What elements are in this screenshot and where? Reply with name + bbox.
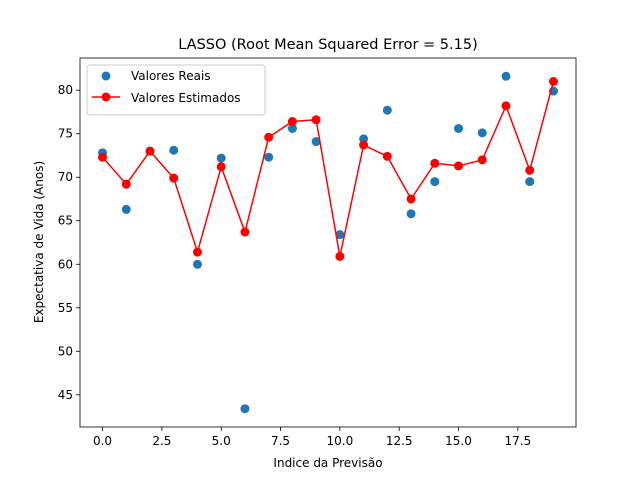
real-value-point <box>240 404 250 414</box>
y-axis-label: Expectativa de Vida (Anos) <box>32 161 46 323</box>
y-tick-label: 65 <box>58 214 73 228</box>
estimated-value-point <box>240 227 250 237</box>
estimated-value-point <box>525 165 535 175</box>
legend-box <box>86 64 266 116</box>
estimated-value-point <box>548 76 558 86</box>
real-value-point <box>501 71 511 81</box>
estimated-value-point <box>501 101 511 111</box>
x-tick-label: 17.5 <box>504 434 531 448</box>
estimated-value-point <box>98 152 108 162</box>
real-value-point <box>430 177 440 187</box>
x-axis-label: Indice da Previsão <box>273 456 382 470</box>
real-value-point <box>192 259 202 269</box>
y-tick-label: 70 <box>58 170 73 184</box>
y-tick-label: 45 <box>58 388 73 402</box>
legend-marker-real <box>101 71 111 81</box>
x-tick-label: 2.5 <box>152 434 171 448</box>
estimated-value-point <box>359 140 369 150</box>
y-tick-label: 75 <box>58 127 73 141</box>
legend: Valores Reais Valores Estimados <box>86 64 266 116</box>
real-value-point <box>454 123 464 133</box>
x-tick-label: 5.0 <box>212 434 231 448</box>
estimated-value-point <box>192 247 202 257</box>
real-value-point <box>406 209 416 219</box>
estimated-value-point <box>311 115 321 125</box>
real-value-point <box>477 128 487 138</box>
axes-frame <box>79 57 577 428</box>
plot-area <box>98 71 558 414</box>
real-value-point <box>335 230 345 240</box>
x-tick-label: 15.0 <box>445 434 472 448</box>
real-value-point <box>287 123 297 133</box>
y-tick-label: 60 <box>58 257 73 271</box>
estimated-value-point <box>382 151 392 161</box>
x-tick-label: 7.5 <box>271 434 290 448</box>
y-tick-label: 50 <box>58 344 73 358</box>
real-value-point <box>169 145 179 155</box>
real-value-point <box>311 137 321 147</box>
real-value-point <box>382 105 392 115</box>
legend-label-estimated: Valores Estimados <box>131 91 241 105</box>
y-tick-label: 80 <box>58 83 73 97</box>
legend-marker-estimated <box>101 92 111 102</box>
estimated-value-point <box>454 161 464 171</box>
x-axis: 0.0 2.5 5.0 7.5 10.0 12.5 15.0 17.5 <box>93 427 531 448</box>
estimated-value-point <box>121 179 131 189</box>
estimated-value-point <box>169 173 179 183</box>
estimated-value-point <box>287 117 297 127</box>
y-tick-label: 55 <box>58 301 73 315</box>
estimated-value-point <box>145 146 155 156</box>
legend-label-real: Valores Reais <box>131 69 211 83</box>
estimated-value-point <box>430 158 440 168</box>
real-value-point <box>264 152 274 162</box>
real-value-point <box>121 204 131 214</box>
real-value-point <box>525 177 535 187</box>
estimated-value-point <box>477 155 487 165</box>
real-value-point <box>216 153 226 163</box>
x-tick-label: 12.5 <box>386 434 413 448</box>
x-tick-label: 0.0 <box>93 434 112 448</box>
y-axis: 45 50 55 60 65 70 75 80 <box>58 83 80 402</box>
chart-title: LASSO (Root Mean Squared Error = 5.15) <box>178 37 478 53</box>
x-tick-label: 10.0 <box>327 434 354 448</box>
estimated-value-point <box>216 162 226 172</box>
estimated-value-point <box>406 194 416 204</box>
estimated-value-point <box>264 132 274 142</box>
estimated-value-point <box>335 251 345 261</box>
